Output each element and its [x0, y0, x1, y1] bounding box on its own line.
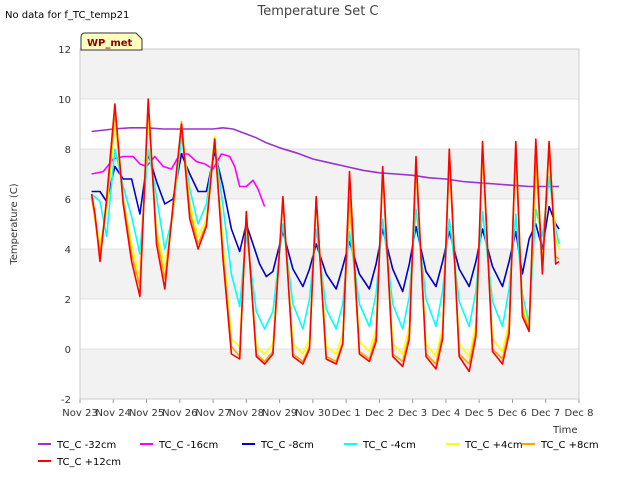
series-line	[90, 98, 560, 373]
x-tick-label: Dec 1	[332, 408, 361, 419]
y-axis-ticks: -2 0 2 4 6 8 10 12	[58, 45, 71, 406]
y-tick-label: 2	[65, 295, 71, 306]
legend-label: TC_C -32cm	[56, 440, 116, 451]
plot-frame	[79, 48, 580, 400]
no-data-note: No data for f_TC_temp21	[5, 10, 129, 21]
grid-band	[80, 49, 579, 99]
legend: TC_C -32cm TC_C -16cm TC_C -8cm TC_C -4cm TC…	[38, 440, 599, 468]
y-tick-label: 6	[65, 195, 71, 206]
series-lines	[90, 98, 560, 373]
x-tick-label: Nov 25	[129, 408, 164, 419]
x-tick-label: Dec 3	[398, 408, 427, 419]
x-tick-label: Dec 8	[565, 408, 594, 419]
x-axis-label: Time	[552, 425, 577, 436]
x-tick-label: Nov 30	[295, 408, 330, 419]
legend-label: TC_C +4cm	[464, 440, 523, 451]
legend-label: TC_C -4cm	[362, 440, 416, 451]
x-tick-label: Nov 27	[195, 408, 230, 419]
y-tick-label: 4	[65, 245, 71, 256]
x-tick-label: Dec 5	[465, 408, 494, 419]
legend-label: TC_C +12cm	[56, 457, 121, 468]
y-tick-label: 8	[65, 145, 71, 156]
series-line	[91, 150, 560, 293]
x-tick-label: Nov 28	[229, 408, 264, 419]
legend-label: TC_C -16cm	[158, 440, 218, 451]
grid-band	[80, 299, 579, 349]
plot-background	[80, 48, 579, 400]
x-tick-label: Nov 26	[162, 408, 197, 419]
y-tick-label: 10	[58, 95, 71, 106]
grid-band	[80, 149, 579, 199]
wp-met-badge: WP_met	[80, 32, 143, 51]
x-tick-label: Dec 7	[531, 408, 560, 419]
x-tick-label: Nov 29	[262, 408, 297, 419]
series-line	[91, 127, 559, 188]
grid-band	[80, 99, 579, 149]
x-tick-label: Nov 24	[96, 408, 131, 419]
y-tick-label: 12	[58, 45, 71, 56]
x-tick-label: Dec 4	[431, 408, 460, 419]
x-tick-label: Dec 2	[365, 408, 394, 419]
chart-title: Temperature Set C	[256, 4, 378, 19]
legend-label: TC_C +8cm	[540, 440, 599, 451]
x-tick-label: Nov 23	[62, 408, 97, 419]
y-tick-label: -2	[61, 395, 71, 406]
legend-label: TC_C -8cm	[260, 440, 314, 451]
grid-band	[80, 249, 579, 299]
y-axis-label: Temperature (C)	[9, 183, 20, 265]
wp-met-label: WP_met	[87, 38, 133, 49]
y-tick-label: 0	[65, 345, 71, 356]
series-line	[91, 153, 266, 207]
x-tick-label: Dec 6	[498, 408, 527, 419]
